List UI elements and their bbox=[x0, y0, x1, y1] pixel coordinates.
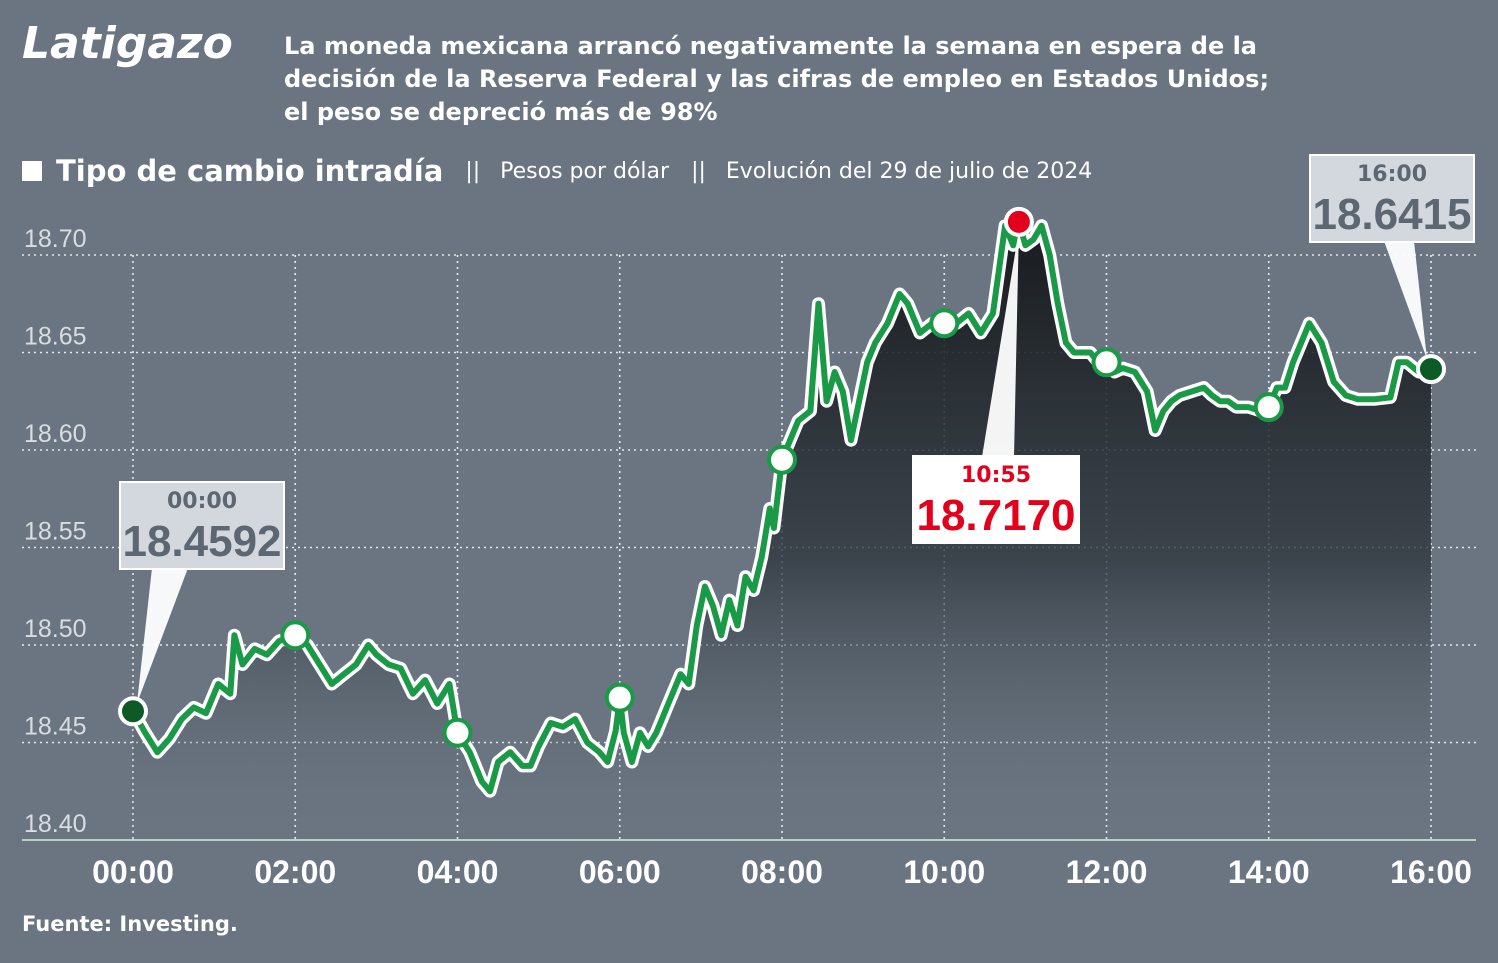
callout-time: 10:55 bbox=[961, 463, 1031, 488]
y-tick-label: 18.50 bbox=[24, 615, 87, 643]
x-tick-label: 14:00 bbox=[1228, 854, 1310, 890]
callout-pointer bbox=[1384, 241, 1427, 360]
y-tick-label: 18.70 bbox=[24, 225, 87, 253]
series-path bbox=[130, 218, 1434, 795]
x-tick-label: 04:00 bbox=[417, 854, 499, 890]
x-tick-label: 12:00 bbox=[1066, 854, 1148, 890]
area-fill bbox=[133, 221, 1431, 840]
end-point-marker bbox=[1416, 354, 1446, 385]
separator: || bbox=[465, 158, 481, 184]
x-tick-label: 00:00 bbox=[92, 854, 174, 890]
separator: || bbox=[691, 158, 706, 184]
max-point-marker bbox=[1003, 206, 1034, 237]
callout-pointer bbox=[137, 568, 188, 704]
callout-pointer bbox=[982, 229, 1019, 457]
y-tick-label: 18.45 bbox=[24, 713, 87, 741]
period-label: Evolución del 29 de julio de 2024 bbox=[725, 158, 1093, 184]
callout-value: 18.7170 bbox=[916, 491, 1075, 540]
y-tick-label: 18.65 bbox=[24, 323, 87, 351]
data-point-marker bbox=[280, 620, 311, 651]
data-point-marker bbox=[767, 444, 797, 475]
area-path bbox=[133, 221, 1431, 840]
axes: 18.7018.6518.6018.5518.5018.4518.4000:00… bbox=[22, 225, 1476, 890]
units-label: Pesos por dólar bbox=[500, 158, 670, 184]
chart-title: Latigazo bbox=[22, 18, 233, 69]
callout-box bbox=[912, 455, 1080, 544]
callout-time: 00:00 bbox=[167, 489, 237, 514]
x-tick-label: 02:00 bbox=[254, 854, 336, 890]
callouts: 00:00 18.4592 10:55 18.7170 16:00 18.6415 bbox=[119, 154, 1475, 704]
chart-subtitle: Tipo de cambio intradía bbox=[56, 154, 444, 188]
y-tick-label: 18.55 bbox=[24, 518, 87, 546]
callout-value: 18.6415 bbox=[1312, 190, 1471, 239]
start-point-marker bbox=[118, 696, 148, 727]
callout-box bbox=[119, 481, 285, 570]
bullet-square-icon bbox=[22, 161, 42, 181]
markers bbox=[118, 206, 1446, 748]
x-tick-label: 06:00 bbox=[579, 854, 661, 890]
y-tick-label: 18.60 bbox=[24, 420, 87, 448]
callout-box bbox=[1309, 154, 1475, 243]
callout-time: 16:00 bbox=[1357, 162, 1427, 187]
data-point-marker bbox=[604, 682, 635, 713]
x-tick-label: 16:00 bbox=[1390, 854, 1472, 890]
source-note: Fuente: Investing. bbox=[22, 912, 238, 936]
data-point-marker bbox=[1253, 392, 1284, 423]
y-tick-label: 18.40 bbox=[24, 810, 87, 838]
subtitle-row: Tipo de cambio intradía || Pesos por dól… bbox=[22, 154, 1092, 188]
callout-value: 18.4592 bbox=[122, 517, 281, 566]
x-tick-label: 08:00 bbox=[741, 854, 823, 890]
data-point-marker bbox=[929, 308, 960, 339]
data-point-marker bbox=[442, 717, 473, 748]
x-tick-label: 10:00 bbox=[903, 854, 985, 890]
series-line bbox=[126, 215, 1438, 798]
data-point-marker bbox=[1091, 347, 1122, 378]
lead-text: La moneda mexicana arrancó negativamente… bbox=[284, 32, 1270, 126]
